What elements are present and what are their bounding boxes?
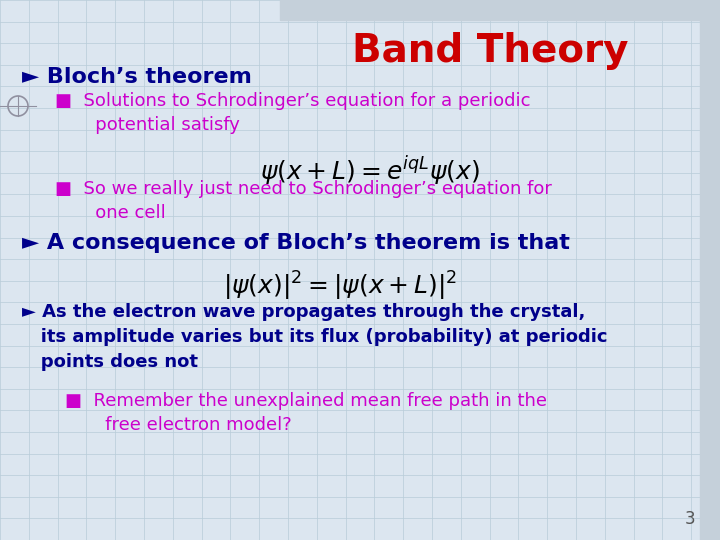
Bar bbox=[280, 0, 720, 20]
Text: ■  Solutions to Schrodinger’s equation for a periodic
       potential satisfy: ■ Solutions to Schrodinger’s equation fo… bbox=[55, 92, 531, 133]
Text: ► A consequence of Bloch’s theorem is that: ► A consequence of Bloch’s theorem is th… bbox=[22, 233, 570, 253]
Text: $\psi(x+L) = e^{iqL}\psi(x)$: $\psi(x+L) = e^{iqL}\psi(x)$ bbox=[260, 155, 480, 188]
Text: ► As the electron wave propagates through the crystal,
   its amplitude varies b: ► As the electron wave propagates throug… bbox=[22, 303, 608, 371]
Text: 3: 3 bbox=[685, 510, 695, 528]
Text: $|\psi(x)|^2 = |\psi(x+L)|^2$: $|\psi(x)|^2 = |\psi(x+L)|^2$ bbox=[223, 270, 457, 303]
Text: Band Theory: Band Theory bbox=[352, 32, 629, 70]
Bar bbox=[700, 0, 720, 540]
Text: ► Bloch’s theorem: ► Bloch’s theorem bbox=[22, 67, 252, 87]
Text: ■  Remember the unexplained mean free path in the
       free electron model?: ■ Remember the unexplained mean free pat… bbox=[65, 392, 547, 434]
Text: ■  So we really just need to Schrodinger’s equation for
       one cell: ■ So we really just need to Schrodinger’… bbox=[55, 180, 552, 221]
